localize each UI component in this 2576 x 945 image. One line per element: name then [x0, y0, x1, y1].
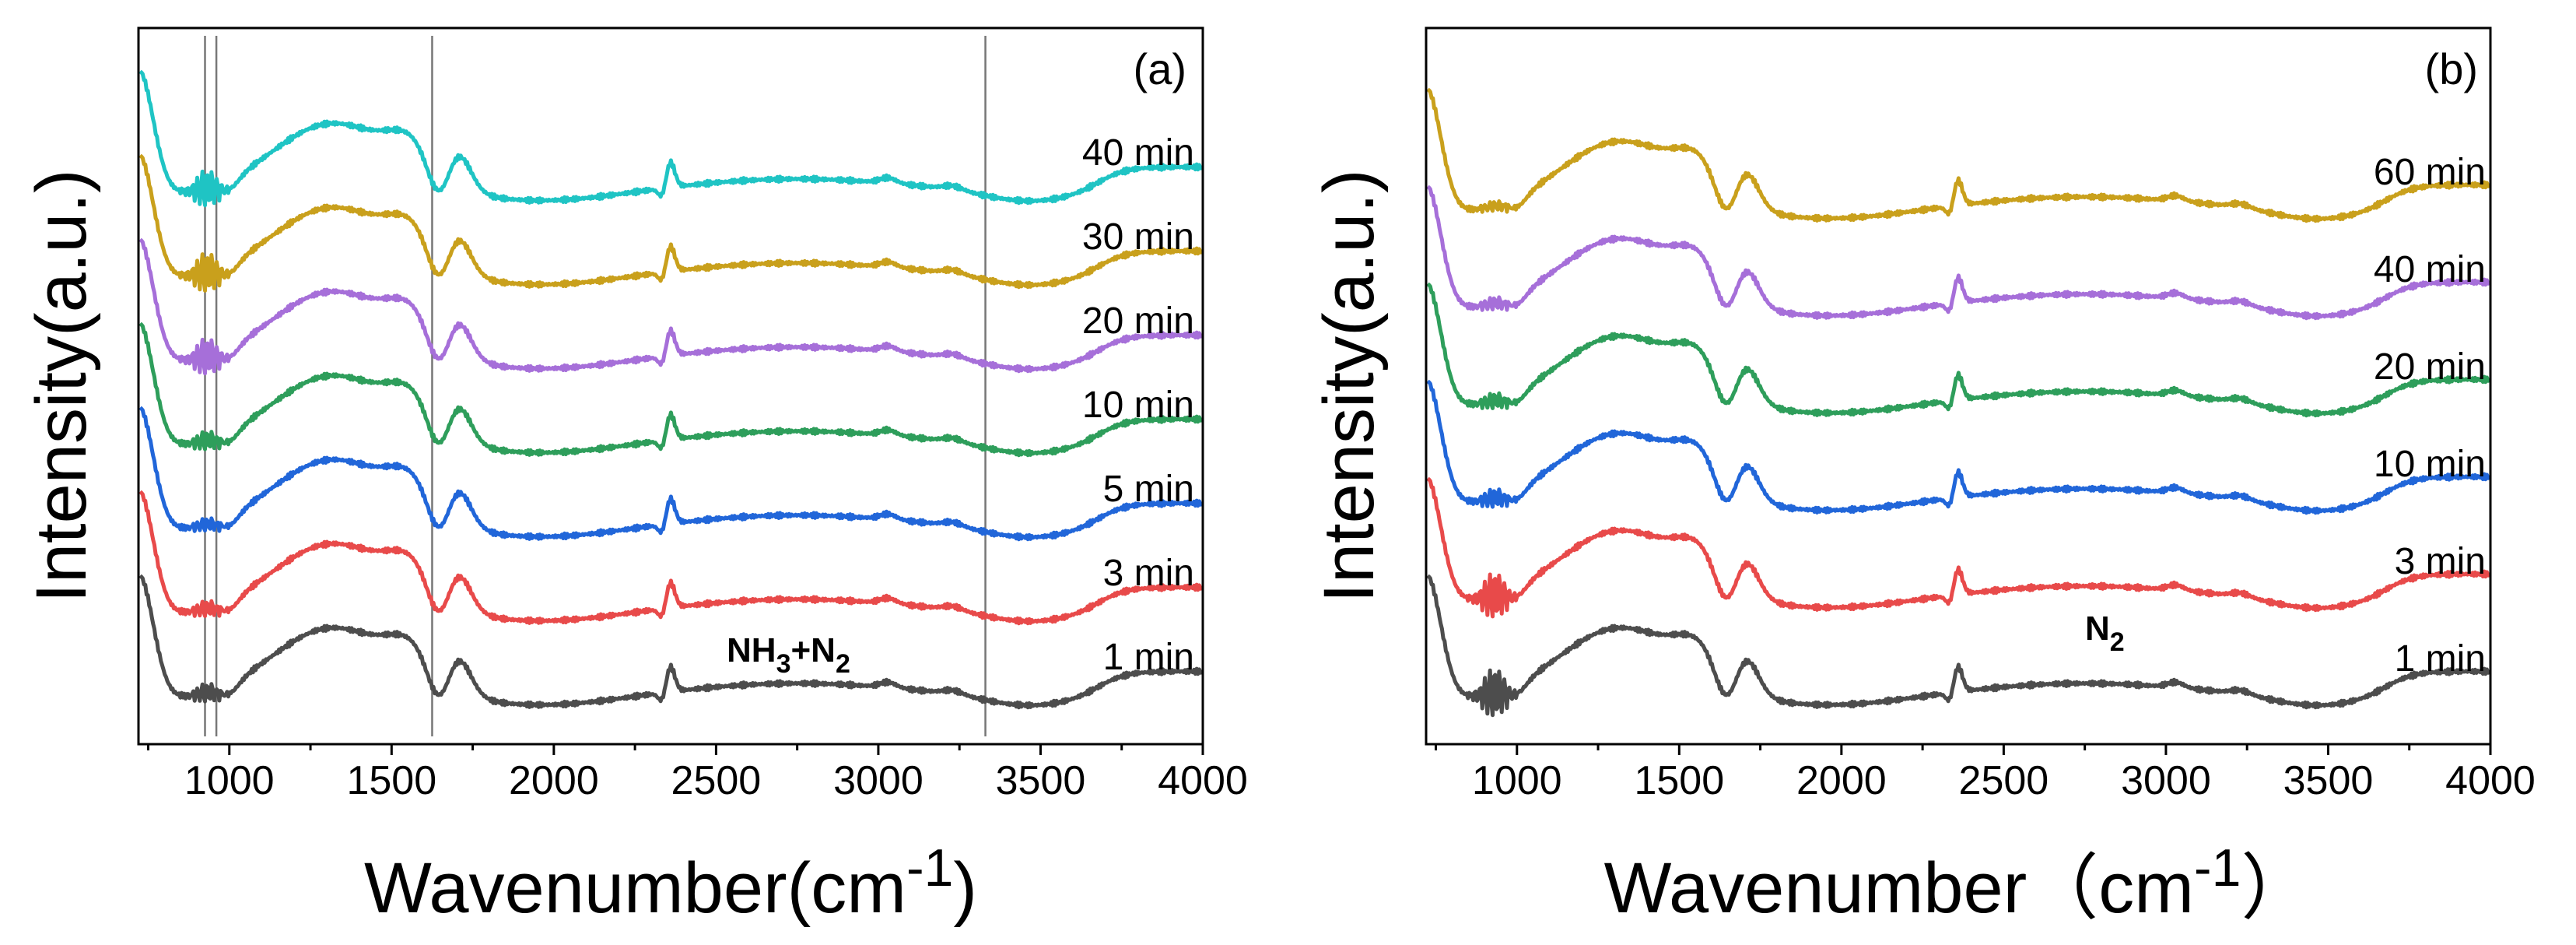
series-label: 5 min: [1103, 469, 1194, 510]
series-label: 30 min: [1082, 216, 1194, 258]
series-line: [138, 69, 1204, 208]
series-label: 10 min: [2374, 444, 2486, 485]
panel-b-trace-labels: 1 min 3 min 10 min 20 min 40 min 60 min: [2374, 152, 2486, 680]
panel-a-ticks: 1000 1500 2000 2500 3000 3500 4000: [147, 744, 1248, 803]
panel-b-frame: [1425, 26, 2492, 746]
series-line: [1426, 574, 2491, 718]
series-line: [1426, 87, 2491, 223]
series-label: 40 min: [1082, 132, 1194, 174]
series-line: [138, 574, 1204, 710]
x-tick-label: 4000: [2445, 758, 2536, 803]
series-label: 3 min: [1103, 553, 1194, 594]
series-line: [1426, 282, 2491, 418]
x-tick-label: 3000: [833, 758, 924, 803]
x-tick-label: 1000: [1472, 758, 1562, 803]
panel-a-frame: [137, 26, 1204, 746]
x-tick-label: 2000: [1796, 758, 1887, 803]
x-tick-label: 1000: [184, 758, 275, 803]
panel-b-atmosphere: N2: [2085, 610, 2125, 657]
series-label: 3 min: [2395, 541, 2486, 582]
panel-a-atmosphere: NH3+N2: [727, 631, 850, 679]
panel-a-traces: [138, 69, 1204, 710]
panel-b-traces: [1426, 87, 2491, 718]
series-label: 10 min: [1082, 385, 1194, 426]
panel-a: 1000 1500 2000 2500 3000 3500 4000 1 min 3 min 5…: [22, 26, 1248, 928]
panel-a-trace-labels: 1 min 3 min 5 min 10 min 20 min 30 min 40 min: [1082, 132, 1194, 678]
x-tick-label: 1500: [346, 758, 436, 803]
series-line: [138, 153, 1204, 293]
panel-b-ylabel: Intensity(a.u.): [1309, 169, 1389, 602]
x-tick-label: 2500: [671, 758, 762, 803]
series-label: 1 min: [2395, 638, 2486, 680]
panel-a-ylabel: Intensity(a.u.): [22, 169, 101, 602]
series-label: 40 min: [2374, 249, 2486, 290]
series-line: [138, 321, 1204, 458]
x-tick-label: 3000: [2121, 758, 2211, 803]
series-label: 20 min: [2374, 346, 2486, 388]
panel-a-xlabel: Wavenumber(cm-1): [364, 838, 977, 928]
series-line: [138, 490, 1204, 626]
series-line: [1426, 184, 2491, 321]
series-line: [1426, 476, 2491, 619]
x-tick-label: 3500: [996, 758, 1086, 803]
panel-b-tag: (b): [2425, 44, 2478, 93]
series-label: 20 min: [1082, 300, 1194, 342]
series-label: 60 min: [2374, 152, 2486, 193]
panel-a-tag: (a): [1134, 44, 1186, 93]
x-tick-label: 3500: [2283, 758, 2374, 803]
panel-b-xlabel: Wavenumber（cm-1）: [1604, 838, 2313, 928]
series-line: [138, 237, 1204, 376]
series-line: [1426, 379, 2491, 515]
x-tick-label: 2000: [509, 758, 599, 803]
series-line: [138, 406, 1204, 542]
x-tick-label: 4000: [1158, 758, 1248, 803]
series-label: 1 min: [1103, 637, 1194, 678]
x-tick-label: 2500: [1959, 758, 2049, 803]
x-tick-label: 1500: [1634, 758, 1724, 803]
panel-b-ticks: 1000 1500 2000 2500 3000 3500 4000: [1435, 744, 2536, 803]
